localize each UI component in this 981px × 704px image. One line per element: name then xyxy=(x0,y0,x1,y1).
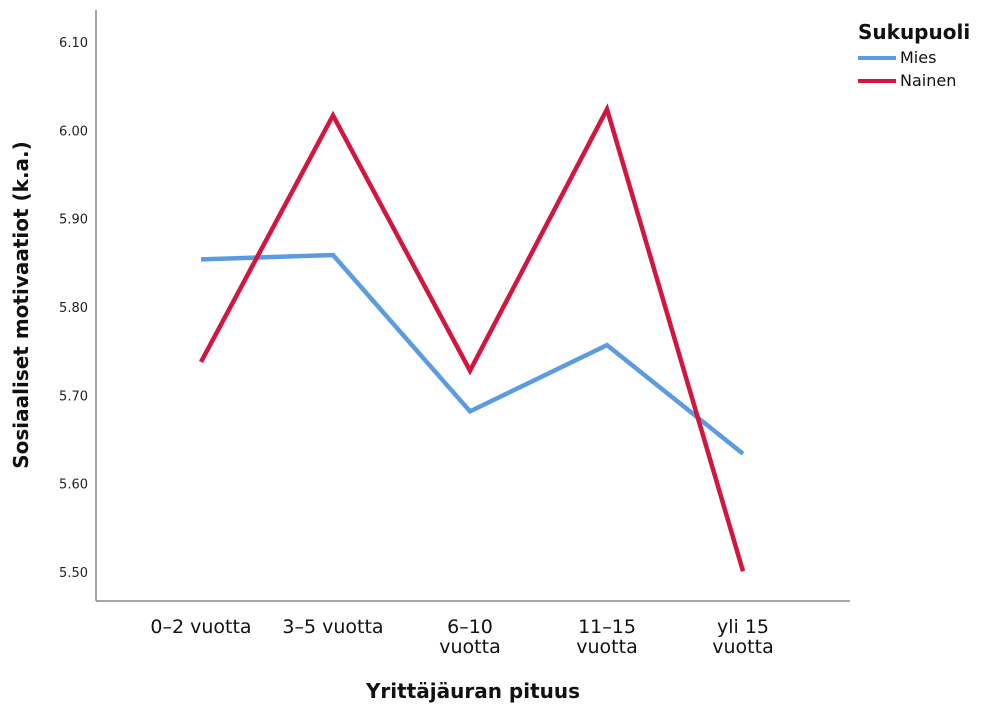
legend-label-mies: Mies xyxy=(900,48,937,67)
series-line-mies xyxy=(200,252,745,456)
x-tick-label: yli 15 vuotta xyxy=(712,616,773,658)
y-tick-label: 6.10 xyxy=(59,36,88,51)
legend-title: Sukupuoli xyxy=(858,20,971,44)
legend-label-nainen: Nainen xyxy=(900,71,957,90)
series-line-nainen xyxy=(199,103,746,572)
legend-entry-mies: Mies xyxy=(858,46,970,69)
legend: Sukupuoli Mies Nainen xyxy=(858,20,970,92)
x-tick-label: 6–10 vuotta xyxy=(439,616,500,658)
x-tick-label: 0–2 vuotta xyxy=(150,616,251,638)
y-tick-label: 5.50 xyxy=(59,566,88,581)
y-tick-label: 5.70 xyxy=(59,389,88,404)
x-tick-labels: 0–2 vuotta 3–5 vuotta 6–10 vuotta 11–15 vuott… xyxy=(150,616,773,658)
x-axis-title: Yrittäjäuran pituus xyxy=(365,679,580,703)
legend-swatch-mies xyxy=(858,55,896,60)
x-tick-label: 11–15 vuotta xyxy=(576,616,637,658)
x-tick-label: 3–5 vuotta xyxy=(282,616,383,638)
y-axis-title: Sosiaaliset motivaatiot (k.a.) xyxy=(9,141,33,469)
y-tick-label: 6.00 xyxy=(59,124,88,139)
y-tick-label: 5.60 xyxy=(59,478,88,493)
y-tick-label: 5.90 xyxy=(59,213,88,228)
y-tick-label: 5.80 xyxy=(59,301,88,316)
y-tick-labels: 5.50 5.60 5.70 5.80 5.90 6.00 6.10 xyxy=(59,36,88,581)
legend-swatch-nainen xyxy=(858,78,896,83)
legend-entry-nainen: Nainen xyxy=(858,69,970,92)
series-lines xyxy=(199,103,746,572)
